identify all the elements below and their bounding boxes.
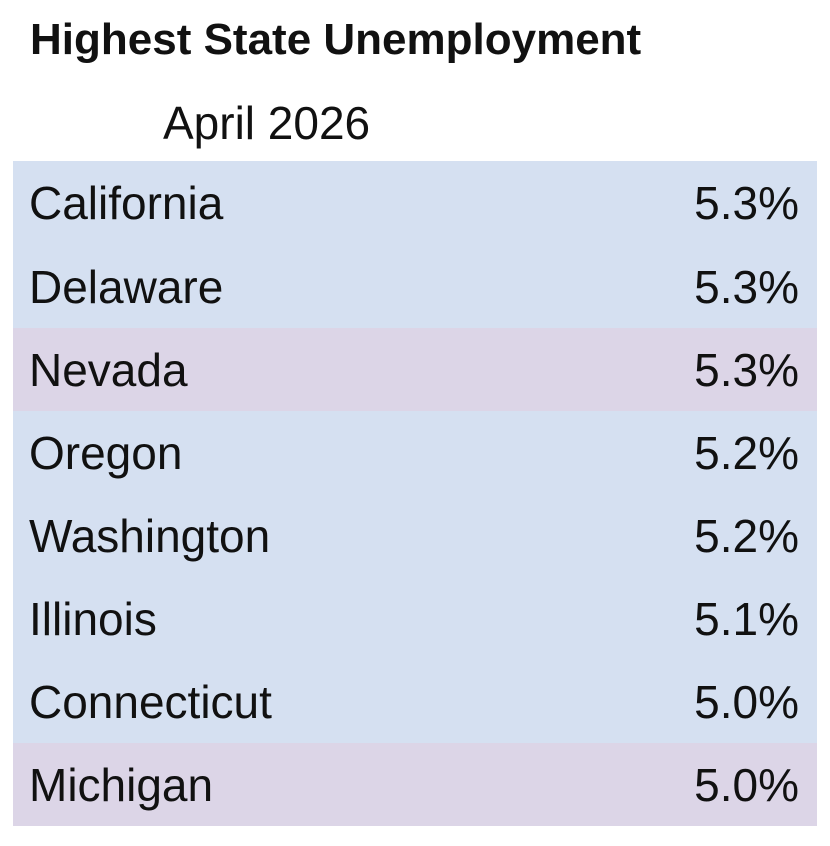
state-name: California [29, 177, 224, 229]
state-name: Illinois [29, 592, 157, 645]
unemployment-table: California 5.3% Delaware 5.3% Nevada 5.3… [13, 161, 817, 826]
table-row: Michigan 5.0% [13, 743, 817, 826]
table-title: Highest State Unemployment [30, 15, 642, 64]
table-row: California 5.3% [13, 161, 817, 245]
state-name: Delaware [29, 260, 224, 313]
table-subtitle: April 2026 [163, 97, 371, 149]
table-row: Connecticut 5.0% [13, 660, 817, 743]
state-name: Oregon [29, 426, 183, 479]
unemployment-rate: 5.1% [694, 592, 799, 645]
unemployment-rate: 5.3% [694, 177, 799, 229]
state-name: Connecticut [29, 675, 272, 728]
state-name: Washington [29, 509, 271, 562]
table-row: Delaware 5.3% [13, 245, 817, 328]
unemployment-rate: 5.2% [694, 426, 799, 479]
unemployment-rate: 5.0% [694, 758, 799, 811]
unemployment-rate: 5.2% [694, 509, 799, 562]
table-row: Oregon 5.2% [13, 411, 817, 494]
table-row: Illinois 5.1% [13, 577, 817, 660]
table-row: Nevada 5.3% [13, 328, 817, 411]
unemployment-rate: 5.3% [694, 260, 799, 313]
state-name: Nevada [29, 343, 188, 396]
table-row: Washington 5.2% [13, 494, 817, 577]
unemployment-rate: 5.0% [694, 675, 799, 728]
unemployment-rate: 5.3% [694, 343, 799, 396]
state-name: Michigan [29, 758, 214, 811]
